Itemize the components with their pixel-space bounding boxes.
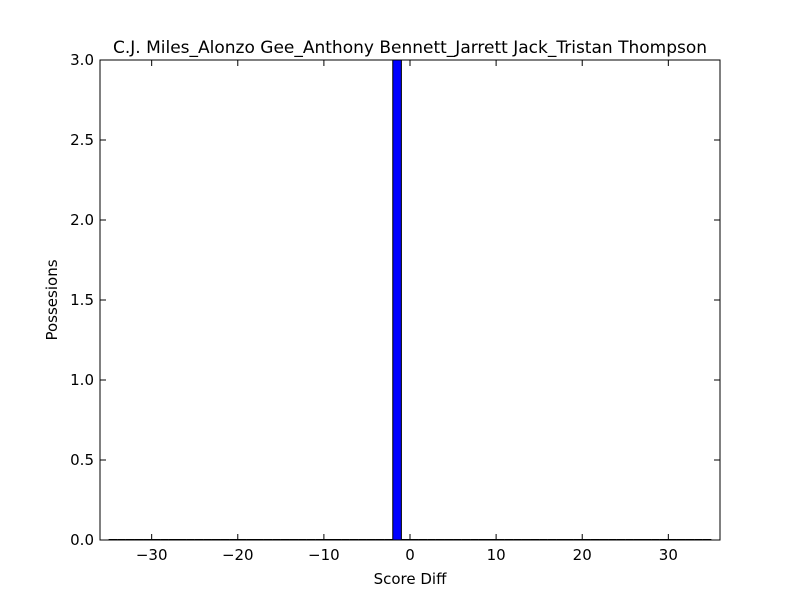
y-axis-label: Possesions (43, 259, 61, 340)
y-tick-label: 0.0 (70, 531, 94, 549)
y-tick-label: 3.0 (70, 51, 94, 69)
y-tick-label: 2.0 (70, 211, 94, 229)
x-axis-label: Score Diff (374, 570, 447, 588)
x-tick-label: 20 (573, 546, 592, 564)
x-tick-label: 10 (487, 546, 506, 564)
y-tick-label: 2.5 (70, 131, 94, 149)
x-tick-label: −10 (308, 546, 340, 564)
chart-title: C.J. Miles_Alonzo Gee_Anthony Bennett_Ja… (113, 38, 707, 58)
plot-area: −30 −20 −10 0 10 20 30 0.0 0.5 1.0 1.5 2.0 2.5 3.0 (70, 51, 721, 564)
histogram-bar (392, 59, 402, 541)
y-tick-label: 0.5 (70, 451, 94, 469)
y-tick-label: 1.0 (70, 371, 94, 389)
y-tick-label: 1.5 (70, 291, 94, 309)
x-tick-label: −30 (136, 546, 168, 564)
x-tick-label: −20 (222, 546, 254, 564)
x-tick-label: 30 (659, 546, 678, 564)
x-tick-label: 0 (405, 546, 415, 564)
